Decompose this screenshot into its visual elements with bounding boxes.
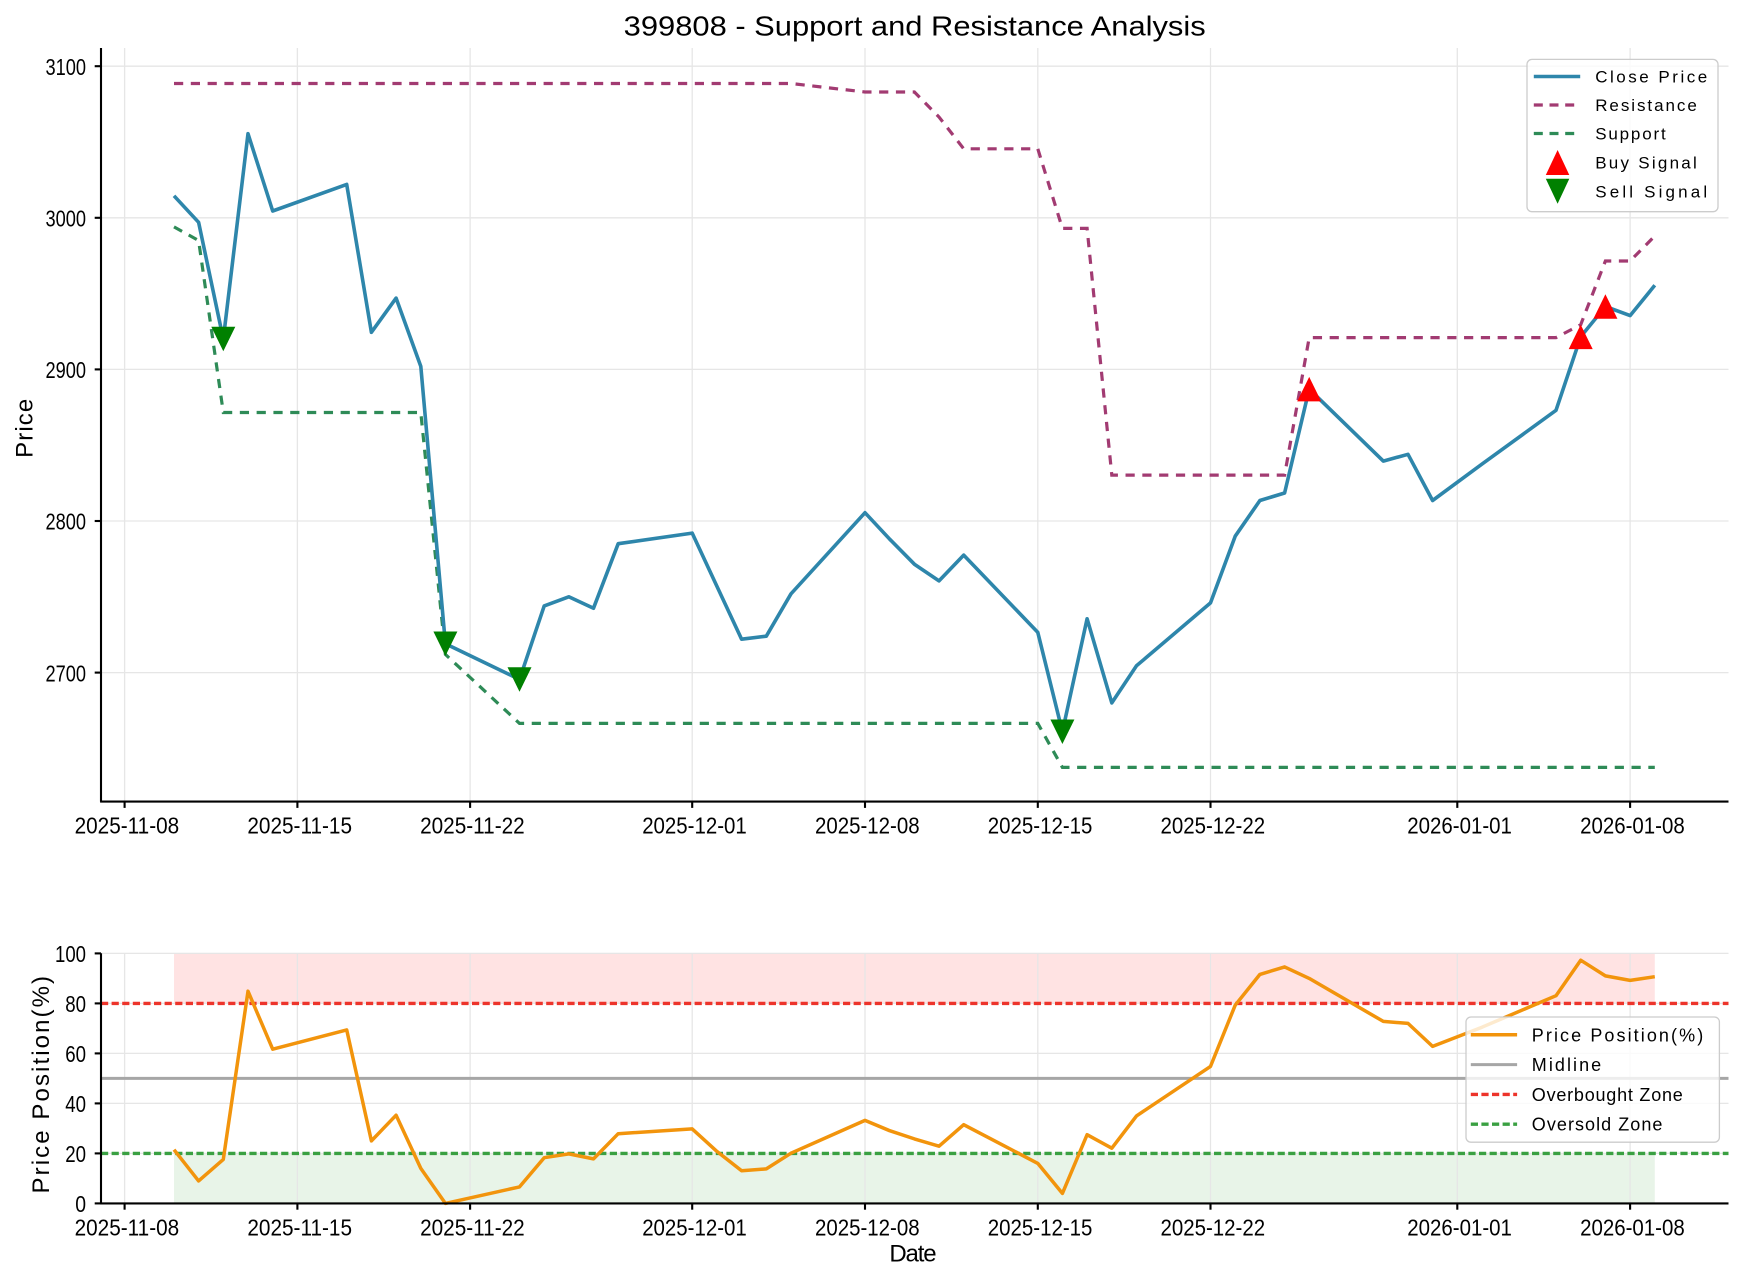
svg-text:Close Price: Close Price [1595, 68, 1707, 87]
svg-text:2026-01-08: 2026-01-08 [1580, 813, 1685, 839]
svg-text:80: 80 [65, 991, 86, 1017]
svg-text:3100: 3100 [46, 54, 87, 80]
svg-text:Price Position(%): Price Position(%) [1532, 1025, 1703, 1045]
svg-text:Support: Support [1595, 125, 1666, 144]
svg-text:60: 60 [65, 1041, 86, 1067]
svg-text:Midline: Midline [1532, 1055, 1601, 1075]
svg-text:3000: 3000 [46, 206, 87, 232]
svg-text:2026-01-01: 2026-01-01 [1407, 813, 1512, 839]
svg-text:2025-12-15: 2025-12-15 [988, 1215, 1093, 1241]
svg-text:Buy Signal: Buy Signal [1595, 154, 1697, 173]
svg-text:2026-01-08: 2026-01-08 [1580, 1215, 1685, 1241]
svg-text:2800: 2800 [46, 509, 87, 535]
svg-text:2025-11-22: 2025-11-22 [420, 1215, 525, 1241]
svg-text:2900: 2900 [46, 357, 87, 383]
svg-text:2025-12-22: 2025-12-22 [1161, 1215, 1266, 1241]
svg-text:Oversold Zone: Oversold Zone [1532, 1115, 1663, 1135]
svg-text:2025-11-22: 2025-11-22 [420, 813, 525, 839]
svg-text:2025-11-08: 2025-11-08 [75, 1215, 180, 1241]
svg-text:2025-12-22: 2025-12-22 [1161, 813, 1266, 839]
svg-text:Price: Price [12, 399, 39, 458]
svg-text:2025-12-08: 2025-12-08 [815, 1215, 920, 1241]
svg-text:40: 40 [65, 1091, 86, 1117]
svg-text:0: 0 [75, 1191, 86, 1217]
svg-text:Overbought Zone: Overbought Zone [1532, 1085, 1683, 1105]
svg-text:2025-12-08: 2025-12-08 [815, 813, 920, 839]
svg-text:2025-11-15: 2025-11-15 [247, 1215, 352, 1241]
svg-text:Price Position(%): Price Position(%) [28, 976, 55, 1194]
svg-text:20: 20 [65, 1141, 86, 1167]
svg-text:2025-12-15: 2025-12-15 [988, 813, 1093, 839]
svg-text:2700: 2700 [46, 660, 87, 686]
svg-text:2025-12-01: 2025-12-01 [642, 1215, 747, 1241]
svg-text:Sell Signal: Sell Signal [1595, 183, 1707, 202]
svg-text:399808 - Support and Resistanc: 399808 - Support and Resistance Analysis [624, 11, 1206, 42]
svg-text:Date: Date [889, 1241, 936, 1268]
svg-text:100: 100 [55, 941, 86, 967]
svg-text:2026-01-01: 2026-01-01 [1407, 1215, 1512, 1241]
svg-text:2025-11-08: 2025-11-08 [75, 813, 180, 839]
svg-text:2025-11-15: 2025-11-15 [247, 813, 352, 839]
svg-text:2025-12-01: 2025-12-01 [642, 813, 747, 839]
